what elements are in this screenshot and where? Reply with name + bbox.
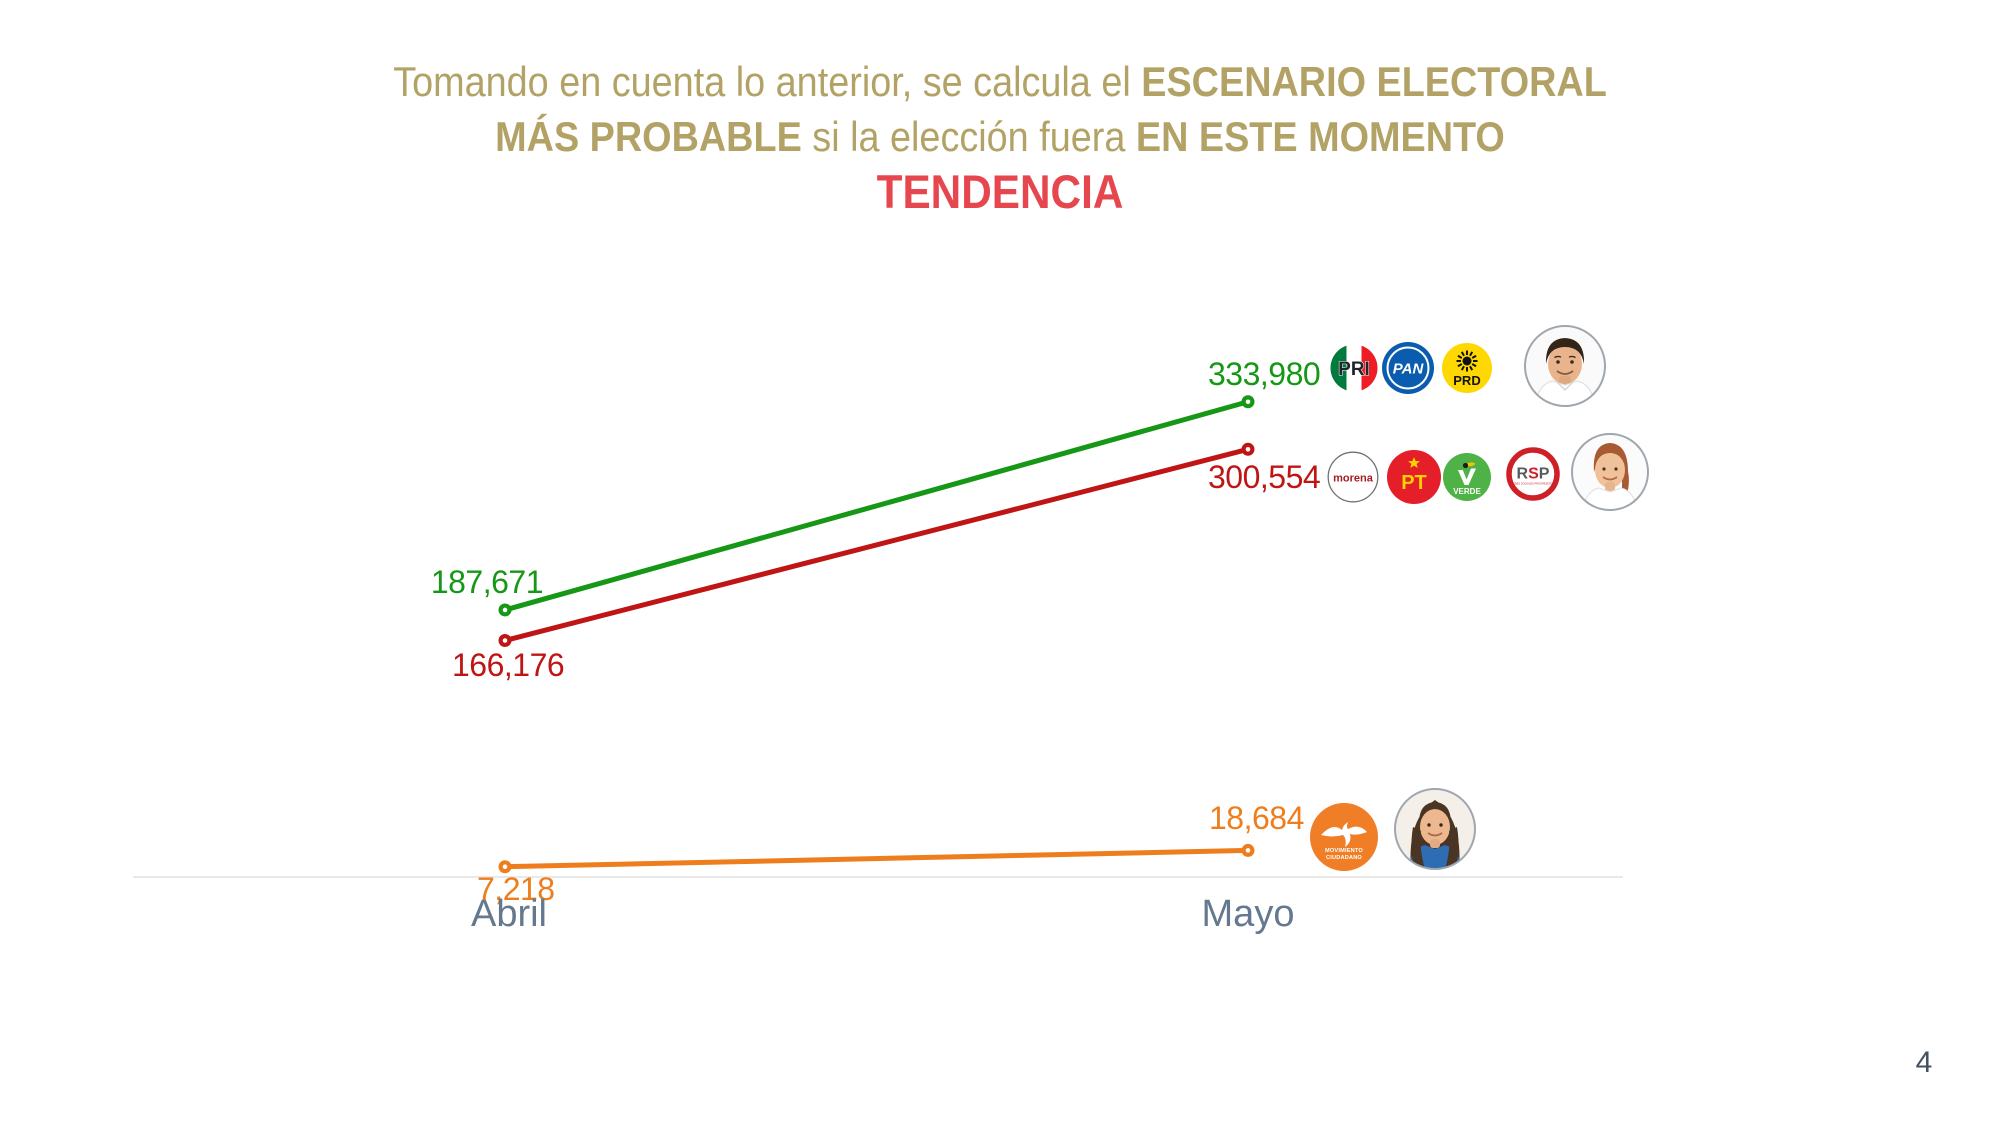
pan-logo: PAN (1382, 342, 1434, 394)
morena-logo-text: morena (1333, 473, 1374, 485)
pri-logo-text: PRI (1338, 359, 1370, 380)
mc-logo: MOVIMIENTO CIUDADANO (1310, 803, 1378, 871)
verde-v-mark (1458, 468, 1476, 485)
mc-eagle (1321, 822, 1367, 847)
value-label-green-abril: 187,671 (430, 564, 544, 600)
value-label-orange-mayo: 18,684 (1209, 800, 1304, 836)
prd-logo: PRD (1442, 343, 1492, 393)
subtitle-tendencia: TENDENCIA (876, 165, 1124, 218)
rsp-logo: RSP REDES SOCIALES PROGRESISTAS (1506, 447, 1560, 501)
value-label-orange-abril: 7,218 (477, 871, 555, 907)
title-bold-text: ESCENARIO ELECTORAL (1141, 58, 1607, 105)
pri-logo: PRI (1330, 344, 1378, 392)
pt-logo: PT (1387, 450, 1441, 504)
prd-sun-rays (1456, 350, 1478, 372)
rsp-letter-p: P (1539, 466, 1550, 483)
verde-toucan-beak (1467, 462, 1476, 467)
title-line-2: MÁS PROBABLE si la elección fuera EN EST… (100, 109, 1900, 164)
verde-logo: VERDE (1443, 453, 1491, 501)
title-bold-text: MÁS PROBABLE (495, 113, 802, 160)
value-label-green-mayo: 333,980 (1208, 356, 1321, 392)
title-regular-text: si la elección fuera (801, 113, 1136, 160)
page-number: 4 (1915, 1046, 1933, 1079)
mc-logo-text-line1: MOVIMIENTO (1325, 848, 1363, 854)
verde-toucan-body (1462, 462, 1469, 469)
title-bold-text: EN ESTE MOMENTO (1135, 113, 1505, 160)
candidate-photo-red (1571, 433, 1649, 511)
x-axis-label-abril: Abril (470, 893, 548, 935)
morena-logo: morena (1327, 451, 1379, 503)
candidate-photo-green (1524, 325, 1606, 407)
value-label-red-abril: 166,176 (452, 647, 565, 683)
candidate-photo-orange (1394, 788, 1476, 870)
title-regular-text: Tomando en cuenta lo anterior, se calcul… (393, 58, 1142, 105)
rsp-logo-text: RSP (1517, 466, 1550, 483)
slide-title: Tomando en cuenta lo anterior, se calcul… (100, 54, 1900, 219)
pan-logo-text: PAN (1393, 361, 1425, 378)
title-line-1: Tomando en cuenta lo anterior, se calcul… (100, 54, 1900, 109)
prd-logo-text: PRD (1453, 373, 1480, 388)
pt-star (1408, 457, 1420, 468)
rsp-letter-r: R (1517, 466, 1529, 483)
pri-tricolor (1330, 344, 1378, 392)
prd-sun-core (1462, 356, 1472, 366)
x-axis-label-mayo: Mayo (1201, 893, 1295, 935)
mc-logo-text-line2: CIUDADANO (1326, 855, 1362, 861)
woman2-avatar (1407, 800, 1463, 869)
pt-logo-text: PT (1401, 472, 1427, 494)
rsp-letter-s: S (1528, 466, 1539, 483)
value-label-red-mayo: 300,554 (1208, 459, 1321, 495)
rsp-logo-subtext: REDES SOCIALES PROGRESISTAS (1511, 482, 1555, 486)
verde-logo-text: VERDE (1453, 487, 1481, 496)
